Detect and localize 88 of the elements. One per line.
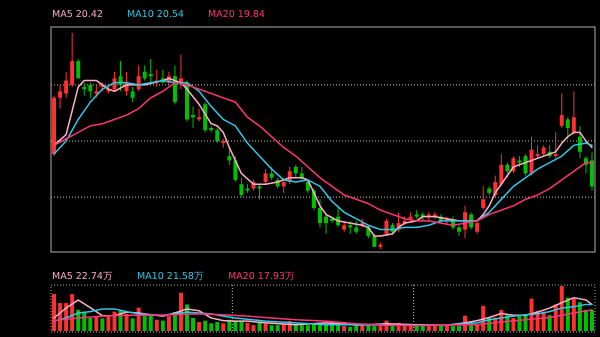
bar [52, 294, 56, 331]
bar [590, 310, 594, 331]
bar [276, 325, 280, 331]
candlestick [70, 32, 74, 88]
bar [270, 325, 274, 331]
bar [124, 314, 129, 331]
candlestick [282, 177, 286, 194]
bar [360, 325, 364, 331]
bar [239, 321, 244, 331]
candlestick [233, 156, 238, 183]
candlestick [258, 184, 262, 200]
candlestick [58, 84, 62, 110]
candlestick [239, 177, 244, 198]
bar [584, 310, 588, 331]
bar [330, 325, 334, 331]
candlestick [88, 82, 92, 98]
bar [342, 326, 346, 331]
bar [112, 312, 116, 331]
bar [366, 325, 370, 331]
candlestick [523, 153, 528, 176]
candlestick [572, 90, 576, 136]
text: MA10 21.58万 [136, 271, 204, 282]
bar [264, 324, 268, 331]
candlestick [530, 136, 534, 176]
candlestick [560, 92, 564, 129]
bar [166, 316, 171, 331]
bar [348, 326, 352, 331]
candlestick [130, 86, 135, 103]
candlestick [227, 146, 232, 166]
candlestick [215, 128, 220, 144]
candlestick [142, 64, 147, 82]
bar [450, 326, 455, 331]
candlestick [554, 132, 558, 159]
candlestick [64, 71, 68, 98]
candlestick [270, 166, 274, 180]
bar [306, 325, 310, 331]
bar [258, 322, 262, 331]
candlestick [342, 220, 346, 232]
candlestick [457, 224, 461, 237]
candlestick [542, 144, 546, 157]
bar [215, 322, 220, 331]
bar [154, 320, 159, 331]
bar [209, 323, 214, 331]
candlestick [148, 58, 153, 84]
bar [378, 326, 382, 331]
bar [444, 326, 449, 331]
candlestick [499, 153, 504, 187]
candlestick [517, 156, 522, 168]
candlestick [566, 116, 570, 140]
bar [203, 320, 208, 331]
text: MA20 17.93万 [228, 271, 295, 282]
bar [94, 316, 98, 331]
bar [100, 318, 104, 331]
bar [572, 298, 576, 331]
candlestick [82, 82, 86, 96]
bar [106, 316, 110, 331]
bar [191, 318, 196, 331]
candlestick [348, 220, 352, 234]
candlestick [294, 164, 298, 178]
candlestick [475, 218, 480, 234]
candlestick [536, 144, 540, 159]
bar [197, 322, 202, 331]
text: MA5 22.74万 [52, 271, 113, 282]
bar [251, 325, 256, 331]
candlestick [264, 168, 268, 185]
candlestick [197, 108, 202, 122]
candlestick [76, 58, 80, 79]
text: MA5 20.42 [52, 9, 103, 20]
bar [245, 322, 250, 331]
text: MA20 19.84 [208, 9, 265, 20]
candlestick [354, 220, 358, 234]
candlestick [318, 198, 322, 228]
candlestick [505, 162, 510, 178]
bar [130, 318, 135, 331]
candlestick [191, 106, 196, 129]
bar [88, 318, 92, 331]
bar [372, 326, 376, 331]
candlestick [372, 233, 376, 248]
bar [148, 314, 153, 331]
bar [221, 323, 226, 331]
text: MA10 20.54 [126, 9, 184, 20]
bar [142, 316, 147, 331]
candlestick [481, 186, 486, 211]
candlestick [324, 214, 328, 234]
bar [160, 320, 165, 331]
bar [457, 326, 461, 331]
candlestick [578, 125, 582, 159]
bar [300, 325, 304, 331]
